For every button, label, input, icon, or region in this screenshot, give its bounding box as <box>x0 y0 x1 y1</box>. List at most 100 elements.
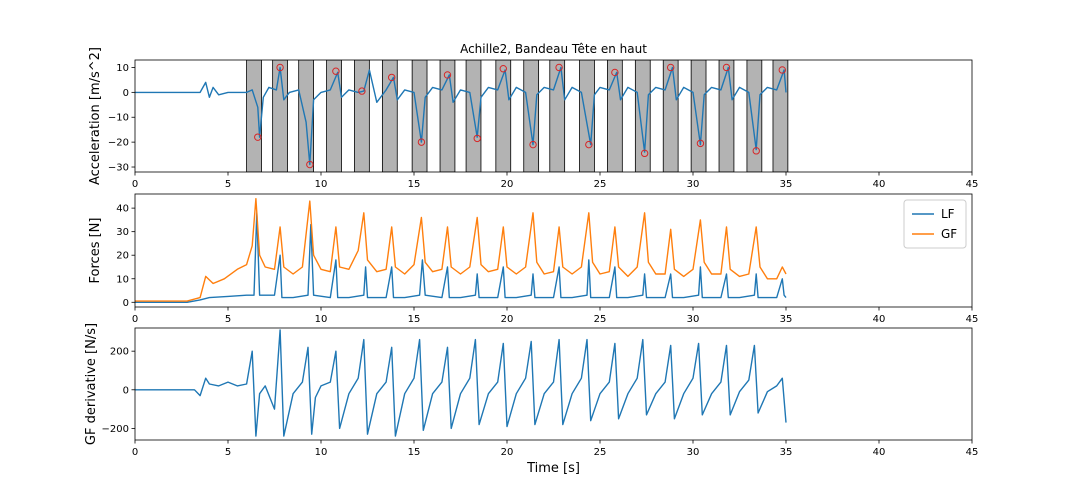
marker-point-2 <box>306 160 314 169</box>
shaded-interval-18 <box>746 60 763 172</box>
shaded-interval-0 <box>246 60 262 172</box>
marker-point-9 <box>499 65 507 73</box>
shaded-interval-1 <box>272 60 288 172</box>
x-tick-label-5: 25 <box>594 447 607 458</box>
shaded-interval-19 <box>772 60 789 172</box>
y-tick-label-1: 10 <box>116 274 129 285</box>
x-tick-label-6: 30 <box>687 179 700 190</box>
x-tick-label-4: 20 <box>501 447 514 458</box>
marker-point-3 <box>332 67 340 75</box>
y-tick-label-0: 10 <box>116 63 129 74</box>
series-line-0 <box>135 329 787 437</box>
legend-frame <box>903 199 967 249</box>
series-line-lf <box>135 212 787 303</box>
x-tick-label-1: 5 <box>225 179 231 190</box>
x-tick-label-2: 10 <box>315 179 328 190</box>
x-tick-label-7: 35 <box>780 447 793 458</box>
marker-point-1 <box>276 63 284 72</box>
marker-point-15 <box>666 63 675 72</box>
x-tick-label-9: 45 <box>966 314 979 325</box>
acceleration-panel: 0 5 10 15 20 25 30 35 40 45 10 0 −10 −20 −30 Accelerati… <box>88 42 978 190</box>
legend: LF GF <box>903 199 967 249</box>
plot-area <box>135 197 787 303</box>
x-tick-label-0: 0 <box>132 179 138 190</box>
shaded-interval-17 <box>718 60 735 172</box>
marker-point-8 <box>473 134 481 143</box>
y-axis-label: GF derivative [N/s] <box>84 323 99 445</box>
x-tick-label-0: 0 <box>132 314 138 325</box>
shaded-interval-14 <box>634 60 651 172</box>
x-tick-label-1: 5 <box>225 447 231 458</box>
y-axis-label: Acceleration [m/s^2] <box>88 47 103 185</box>
y-tick-label-1: 0 <box>123 88 129 99</box>
x-tick-label-3: 15 <box>408 314 421 325</box>
shaded-interval-5 <box>381 60 398 172</box>
x-tick-label-8: 40 <box>873 179 886 190</box>
x-tick-label-3: 15 <box>408 179 421 190</box>
shaded-interval-10 <box>523 60 540 172</box>
shaded-interval-7 <box>439 60 456 172</box>
x-tick-label-5: 25 <box>594 179 607 190</box>
marker-point-7 <box>443 71 452 79</box>
shaded-interval-15 <box>662 60 679 172</box>
shaded-interval-2 <box>298 60 314 172</box>
marker-point-0 <box>254 133 262 141</box>
x-tick-label-8: 40 <box>873 447 886 458</box>
legend-label-gf: GF <box>941 227 957 241</box>
y-tick-label-2: −200 <box>102 424 129 435</box>
x-tick-label-9: 45 <box>966 447 979 458</box>
marker-point-17 <box>722 63 731 72</box>
plot-area <box>135 60 789 172</box>
marker-point-6 <box>417 138 426 146</box>
x-tick-label-3: 15 <box>408 447 421 458</box>
x-tick-label-6: 30 <box>687 314 700 325</box>
y-tick-label-4: 40 <box>116 204 129 215</box>
x-tick-label-0: 0 <box>132 447 138 458</box>
shaded-interval-16 <box>690 60 707 172</box>
x-tick-label-4: 20 <box>501 314 514 325</box>
x-tick-label-4: 20 <box>501 179 514 190</box>
legend-label-lf: LF <box>941 207 955 221</box>
shaded-interval-3 <box>326 60 342 172</box>
marker-point-18 <box>752 147 760 155</box>
x-tick-label-6: 30 <box>687 447 700 458</box>
y-tick-label-3: 30 <box>116 227 129 238</box>
marker-point-14 <box>640 149 649 158</box>
marker-point-19 <box>778 66 786 74</box>
plot-area <box>135 329 787 437</box>
axes-frame <box>134 59 973 173</box>
x-axis-label: Time [s] <box>526 461 580 476</box>
y-tick-label-0: 200 <box>110 347 129 358</box>
x-tick-label-1: 5 <box>225 314 231 325</box>
y-tick-label-1: 0 <box>123 385 129 396</box>
marker-point-10 <box>529 140 537 149</box>
shaded-interval-6 <box>411 60 428 172</box>
marker-point-5 <box>387 73 396 82</box>
marker-point-13 <box>611 68 619 77</box>
marker-point-16 <box>696 139 705 148</box>
shaded-interval-4 <box>354 60 370 172</box>
x-tick-label-9: 45 <box>966 179 979 190</box>
marker-point-11 <box>555 63 563 72</box>
chart-title: Achille2, Bandeau Tête en haut <box>460 42 647 56</box>
y-tick-label-4: −30 <box>108 163 129 174</box>
series-line-gf <box>135 197 787 302</box>
marker-point-12 <box>585 140 593 149</box>
forces-panel: 0 5 10 15 20 25 30 35 40 45 0 10 20 30 40 Forces [N] LF G… <box>88 193 979 325</box>
x-tick-label-7: 35 <box>780 314 793 325</box>
x-tick-label-5: 25 <box>594 314 607 325</box>
y-tick-label-2: 20 <box>116 251 129 262</box>
axes-frame <box>134 327 973 441</box>
series-line-0 <box>135 66 787 166</box>
x-tick-label-8: 40 <box>873 314 886 325</box>
x-tick-label-7: 35 <box>780 179 793 190</box>
axes-frame <box>134 193 973 308</box>
y-axis-label: Forces [N] <box>88 218 103 284</box>
y-tick-label-2: −10 <box>108 113 129 124</box>
y-tick-label-3: −20 <box>108 138 129 149</box>
y-tick-label-0: 0 <box>123 298 129 309</box>
marker-point-4 <box>358 87 366 95</box>
x-tick-label-2: 10 <box>315 447 328 458</box>
